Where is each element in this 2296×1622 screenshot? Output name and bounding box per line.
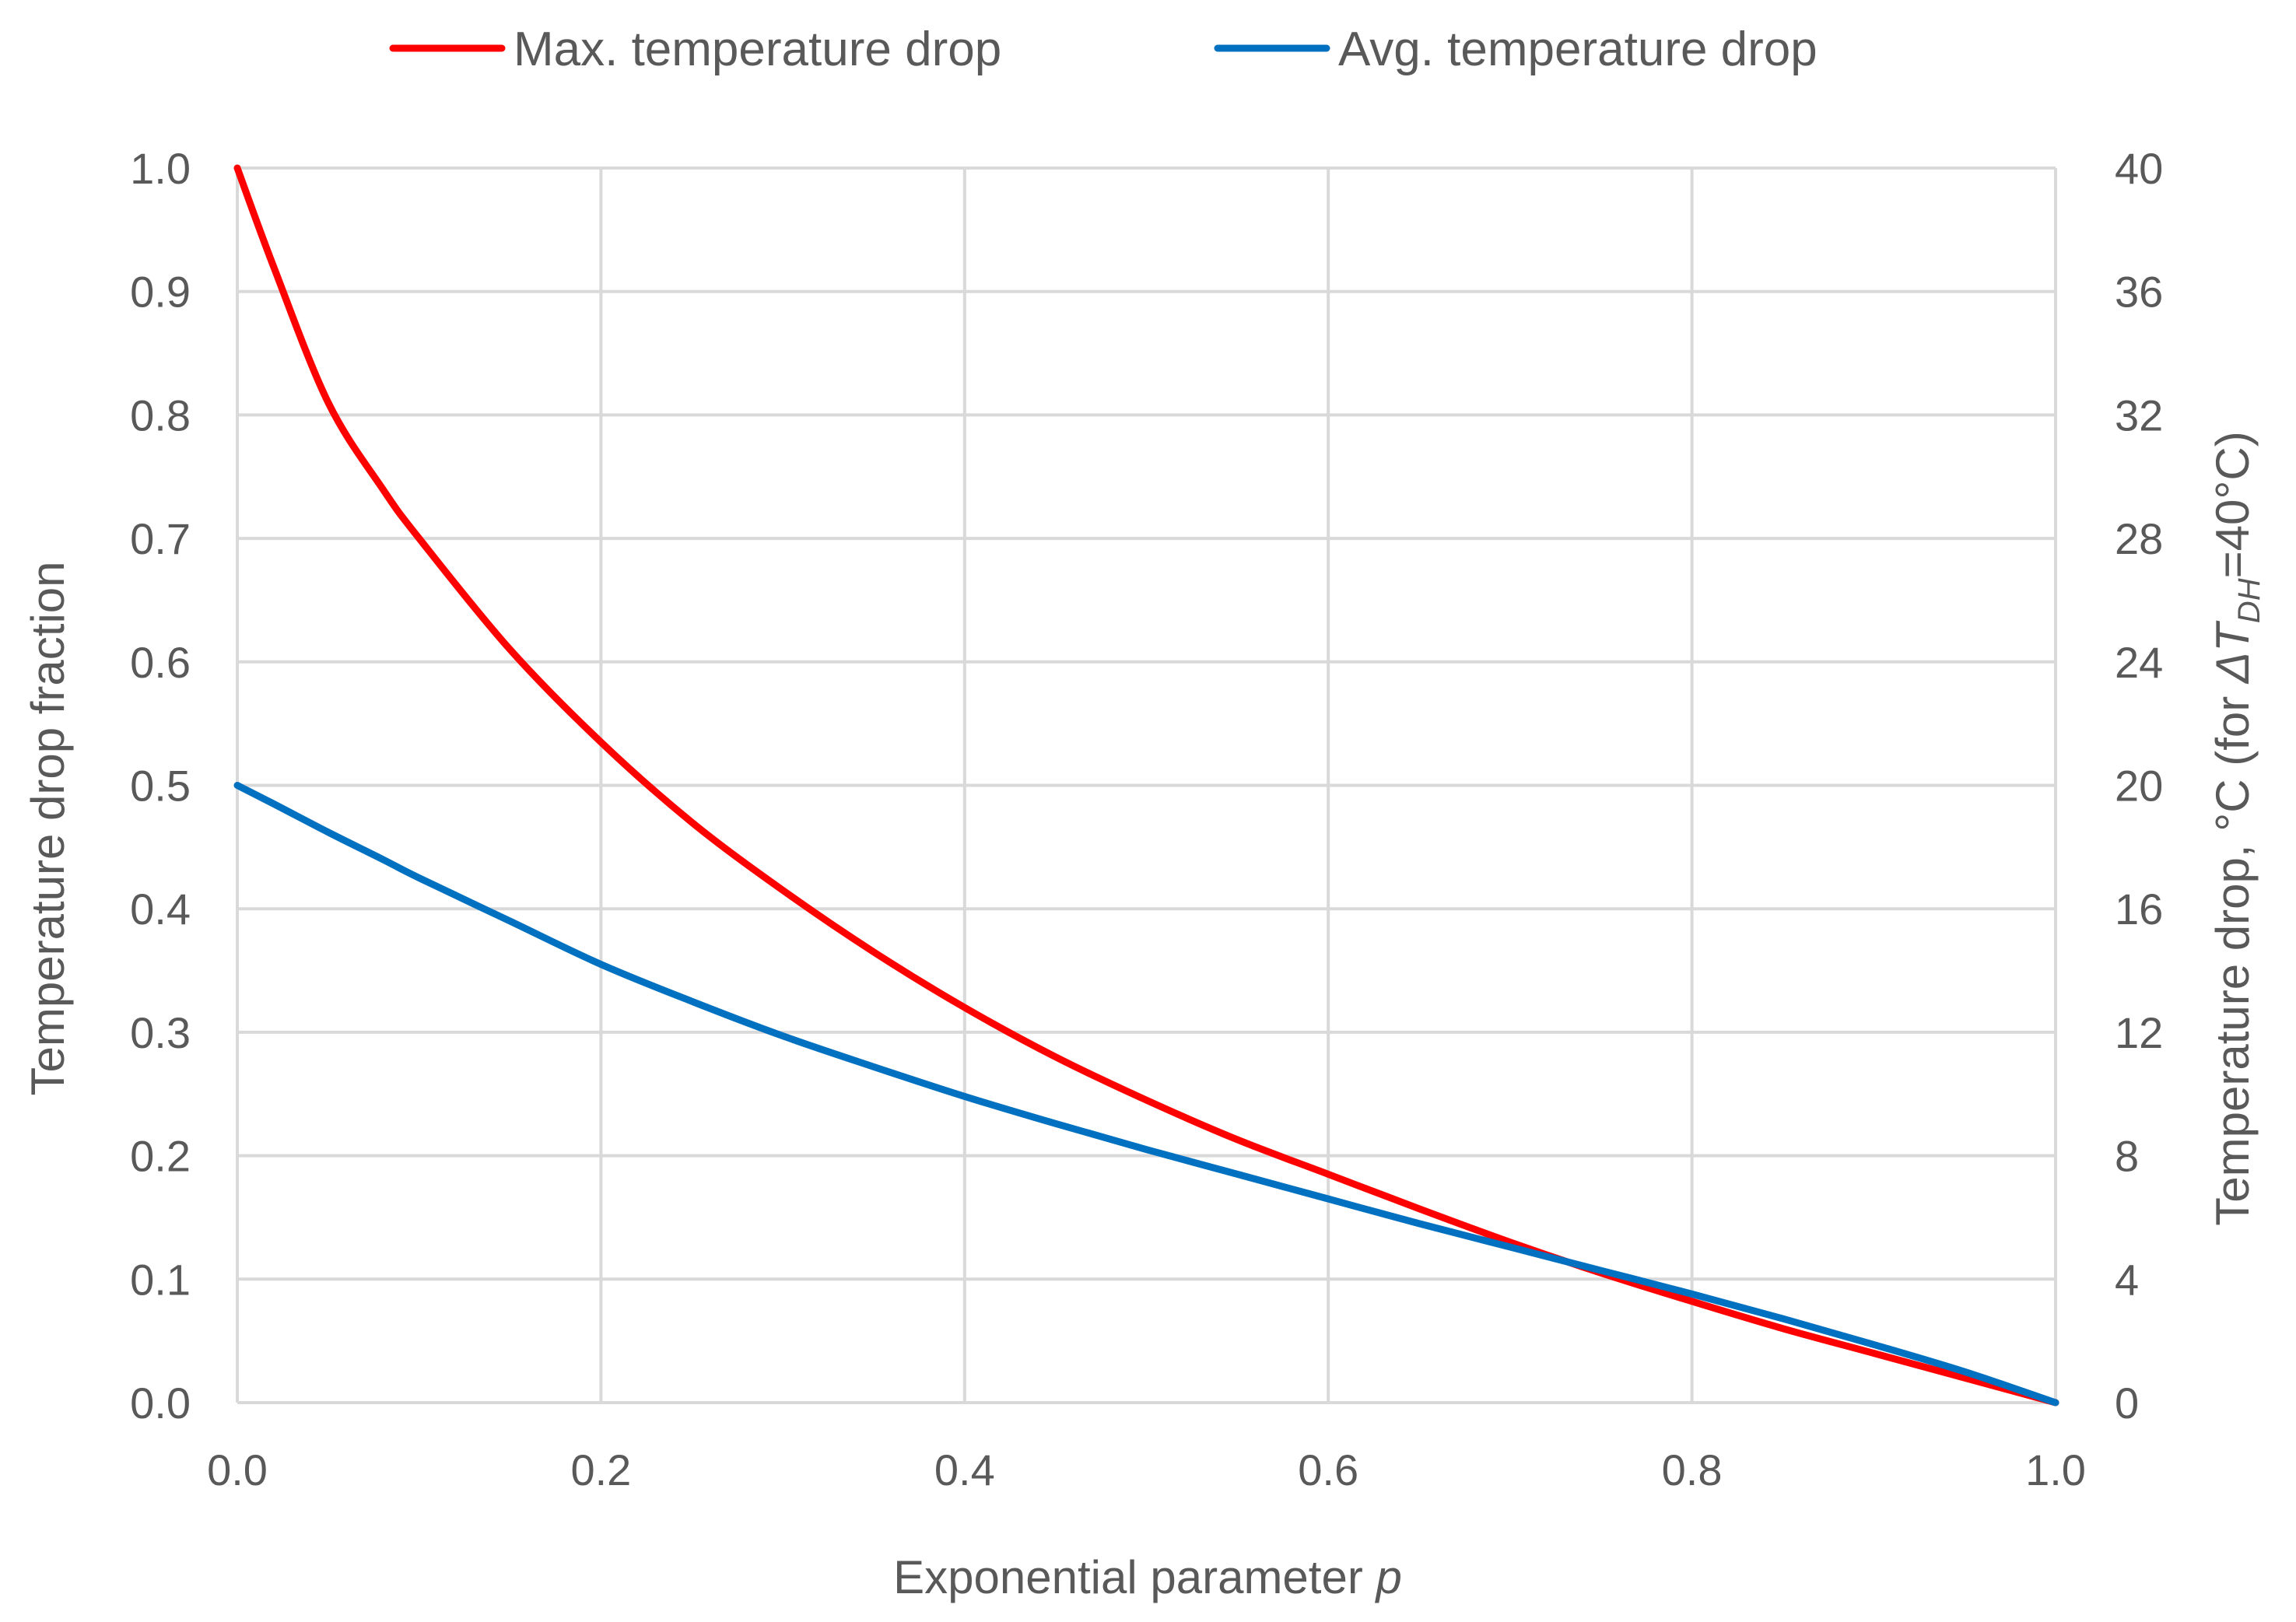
y2-tick-label: 0 (2115, 1379, 2139, 1428)
y2-tick-label: 32 (2115, 391, 2163, 440)
y-tick-label: 0.9 (130, 268, 191, 317)
x-axis-title: Exponential parameter p (893, 1551, 1402, 1603)
y2-tick-label: 40 (2115, 144, 2163, 193)
y2-axis-title-delta: ΔT (2207, 620, 2259, 685)
y-tick-label: 0.4 (130, 885, 191, 934)
y-tick-label: 0.6 (130, 638, 191, 687)
y2-tick-label: 8 (2115, 1132, 2139, 1181)
x-tick-label: 0.8 (1662, 1445, 1723, 1494)
y-tick-labels: 0.0 0.1 0.2 0.3 0.4 0.5 0.6 0.7 0.8 0.9 1.0 (130, 144, 191, 1428)
y2-tick-label: 36 (2115, 268, 2163, 317)
y-tick-label: 0.5 (130, 762, 191, 811)
y2-tick-labels: 0 4 8 12 16 20 24 28 32 36 40 (2115, 144, 2163, 1428)
y-tick-label: 0.1 (130, 1255, 191, 1304)
x-tick-label: 0.6 (1298, 1445, 1358, 1494)
legend-label: Avg. temperature drop (1338, 23, 1818, 76)
y2-axis-title: Temperature drop, °C (for ΔTDH=40°C) (2207, 431, 2266, 1225)
x-axis-title-italic: p (1375, 1551, 1402, 1603)
x-tick-label: 0.0 (207, 1445, 268, 1494)
y-tick-label: 0.2 (130, 1132, 191, 1181)
y2-axis-title-prefix: Temperature drop, °C (for (2207, 683, 2259, 1226)
x-tick-label: 1.0 (2025, 1445, 2086, 1494)
series-lines (233, 164, 2059, 1407)
y2-tick-label: 20 (2115, 762, 2163, 811)
x-tick-label: 0.2 (570, 1445, 631, 1494)
x-axis-title-text: Exponential parameter (893, 1551, 1363, 1603)
x-tick-labels: 0.0 0.2 0.4 0.6 0.8 1.0 (207, 1445, 2086, 1494)
y-tick-label: 1.0 (130, 144, 191, 193)
y-tick-label: 0.7 (130, 514, 191, 563)
y-tick-label: 0.0 (130, 1379, 191, 1428)
series-line-0 (233, 164, 2059, 1407)
y2-tick-label: 4 (2115, 1255, 2139, 1304)
legend-label: Max. temperature drop (514, 23, 1001, 76)
y2-axis-title-sub: DH (2232, 578, 2266, 623)
y2-axis-title-suffix: =40°C) (2207, 431, 2259, 578)
legend: Max. temperature drop Avg. temperature dr… (389, 23, 1818, 76)
y2-tick-label: 16 (2115, 885, 2163, 934)
y-axis-title: Temperature drop fraction (22, 561, 74, 1095)
y-tick-label: 0.8 (130, 391, 191, 440)
grid (236, 166, 2057, 1404)
y2-tick-label: 28 (2115, 514, 2163, 563)
y2-tick-label: 12 (2115, 1008, 2163, 1057)
x-tick-label: 0.4 (934, 1445, 995, 1494)
y-tick-label: 0.3 (130, 1008, 191, 1057)
series-line-1 (233, 782, 2059, 1407)
y2-tick-label: 24 (2115, 638, 2163, 687)
